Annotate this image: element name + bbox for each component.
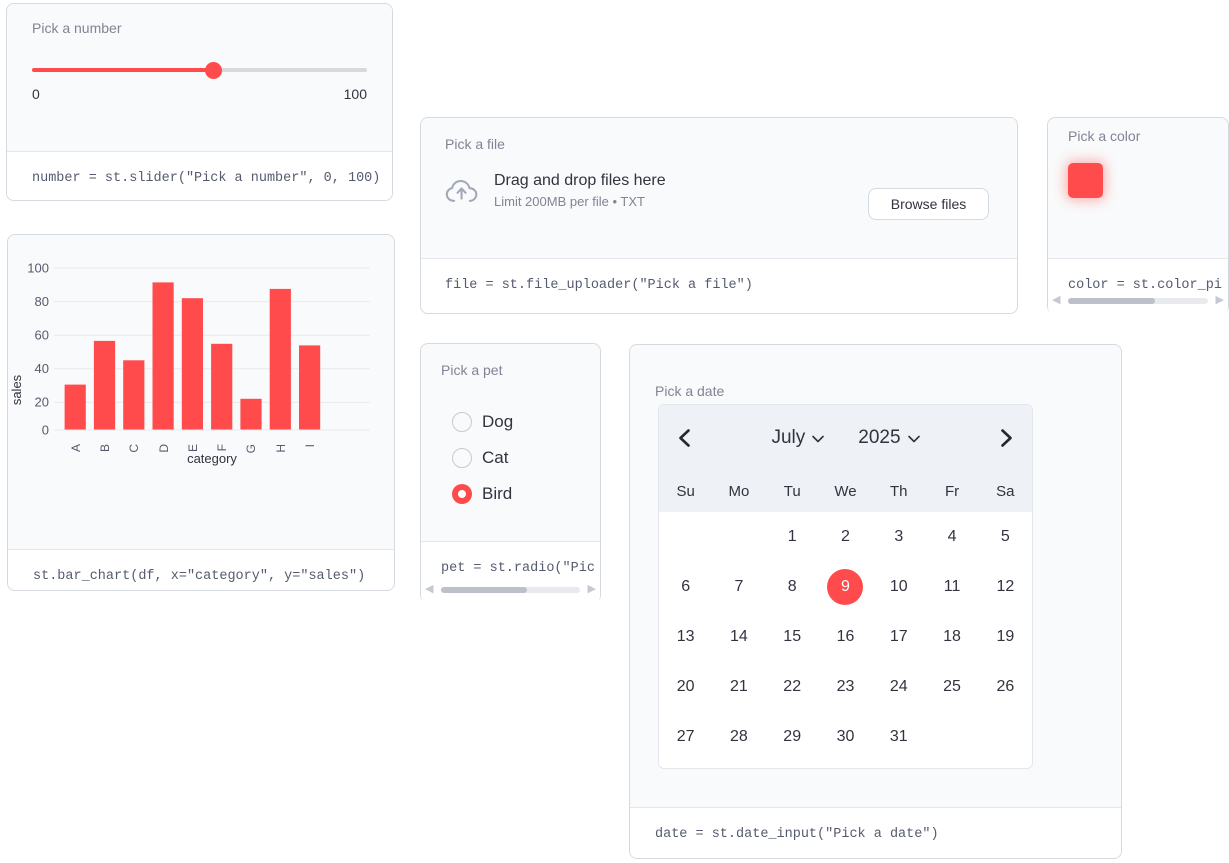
svg-text:A: A: [69, 444, 83, 452]
svg-text:I: I: [303, 444, 317, 447]
svg-text:H: H: [274, 444, 288, 453]
svg-text:B: B: [98, 444, 112, 452]
svg-text:60: 60: [35, 328, 49, 343]
svg-text:80: 80: [35, 294, 49, 309]
svg-text:20: 20: [35, 395, 49, 410]
svg-text:0: 0: [42, 423, 49, 438]
svg-text:D: D: [157, 444, 171, 453]
svg-text:G: G: [244, 444, 258, 453]
svg-text:sales: sales: [9, 374, 24, 405]
svg-text:100: 100: [27, 261, 49, 276]
svg-text:40: 40: [35, 361, 49, 376]
svg-text:category: category: [187, 451, 237, 466]
svg-text:C: C: [127, 444, 141, 453]
